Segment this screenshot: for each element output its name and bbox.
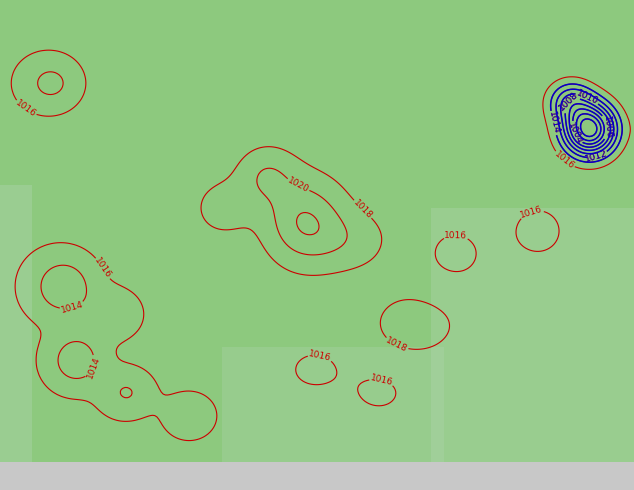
Text: 1006: 1006	[602, 115, 613, 139]
Text: 1014: 1014	[547, 111, 560, 135]
Text: 1006: 1006	[602, 115, 613, 139]
Text: Surface pressure [hPa] ECMWF: Surface pressure [hPa] ECMWF	[3, 469, 202, 483]
Bar	[431, 208, 634, 462]
Text: 1016: 1016	[93, 256, 113, 280]
Text: 1016: 1016	[552, 149, 576, 171]
Text: 1004: 1004	[566, 121, 583, 146]
Text: 1018: 1018	[351, 198, 374, 220]
Text: 1004: 1004	[566, 121, 583, 146]
Text: 1016: 1016	[519, 204, 544, 220]
Text: 1020: 1020	[286, 176, 310, 195]
Text: Tu 28-05-2024 12:00 UTC (00+108): Tu 28-05-2024 12:00 UTC (00+108)	[403, 469, 631, 483]
Text: 1014: 1014	[547, 111, 560, 135]
Text: 1016: 1016	[13, 98, 37, 119]
Text: 1010: 1010	[575, 89, 600, 106]
Text: 1008: 1008	[557, 90, 579, 113]
Text: 1014: 1014	[60, 300, 84, 315]
Text: 1012: 1012	[583, 149, 608, 164]
Text: 1012: 1012	[583, 149, 608, 164]
Bar	[0, 185, 32, 462]
Text: 1018: 1018	[384, 336, 409, 354]
Text: 1016: 1016	[370, 373, 394, 387]
Text: 1010: 1010	[575, 89, 600, 106]
Text: 1014: 1014	[85, 355, 101, 380]
Text: 1016: 1016	[308, 349, 332, 363]
Bar	[222, 346, 444, 462]
Text: 1016: 1016	[444, 230, 467, 240]
Text: 1008: 1008	[557, 90, 579, 113]
